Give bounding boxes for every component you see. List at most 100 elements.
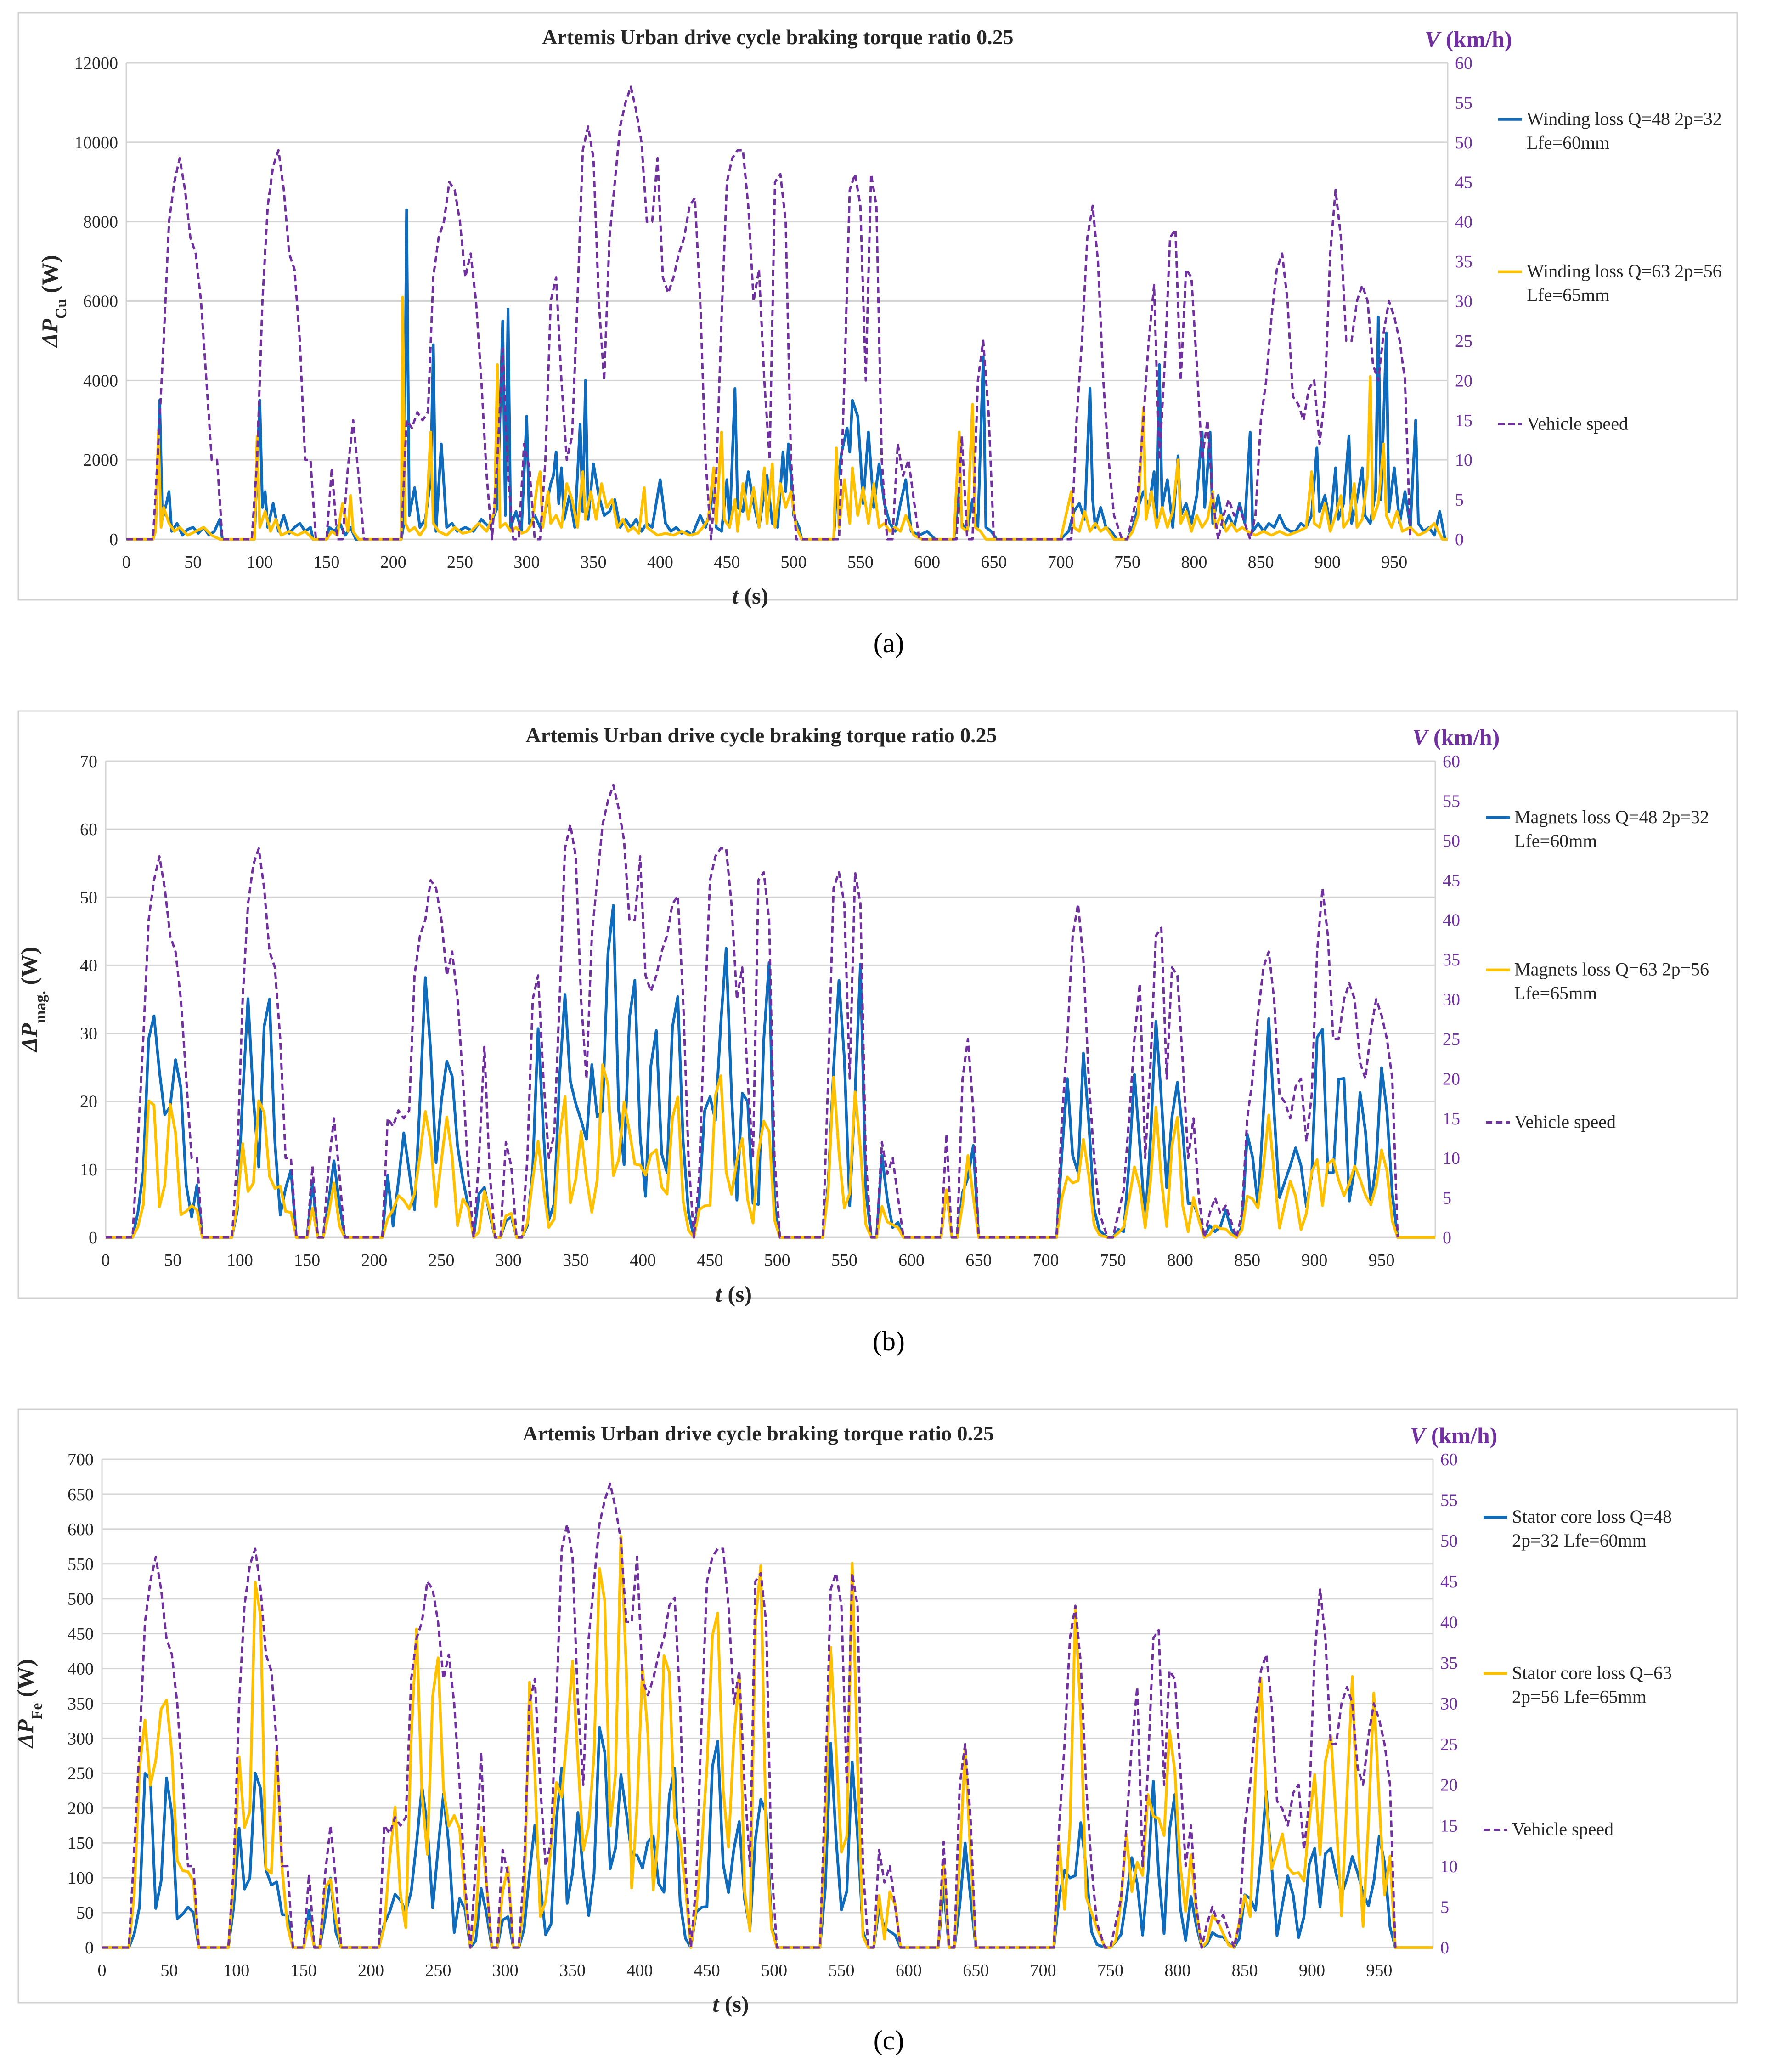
legend-label: Stator core loss Q=63 [1512,1662,1672,1683]
chart-frame [17,710,1738,1299]
y-tick-label: 700 [68,1450,94,1469]
y-tick-label: 30 [80,1024,97,1044]
x-tick-label: 50 [164,1251,181,1270]
legend-label: Stator core loss Q=48 [1512,1506,1672,1527]
x-tick-label: 850 [1232,1961,1258,1980]
y2-tick-label: 5 [1440,1897,1449,1917]
x-tick-label: 700 [1032,1251,1059,1270]
y2-tick-label: 5 [1443,1189,1451,1208]
x-tick-label: 50 [160,1961,178,1980]
x-tick-label: 800 [1181,553,1207,572]
y-tick-label: 0 [85,1938,94,1958]
x-tick-label: 50 [184,553,202,572]
y2-tick-label: 10 [1455,451,1472,470]
chart-title: Artemis Urban drive cycle braking torque… [525,723,997,747]
y2-tick-label: 20 [1455,371,1472,390]
legend-label: Lfe=65mm [1514,983,1597,1004]
y2-tick-label: 0 [1443,1228,1451,1248]
y2-tick-label: 45 [1443,871,1460,890]
legend-label: Lfe=60mm [1514,830,1597,851]
y2-tick-label: 60 [1440,1450,1458,1469]
x-tick-label: 700 [1030,1961,1056,1980]
legend-label: Lfe=60mm [1527,132,1609,153]
y2-tick-label: 0 [1440,1938,1449,1958]
y-tick-label: 0 [109,530,118,549]
y2-tick-label: 30 [1443,990,1460,1010]
x-tick-label: 350 [563,1251,589,1270]
y2-tick-label: 45 [1455,173,1472,192]
y2-tick-label: 25 [1440,1735,1458,1754]
y-tick-label: 12000 [74,54,118,73]
y2-tick-label: 30 [1455,292,1472,311]
y-tick-label: 8000 [83,213,118,232]
x-tick-label: 150 [294,1251,320,1270]
x-tick-label: 300 [496,1251,522,1270]
y2-tick-label: 50 [1440,1531,1458,1551]
y2-tick-label: 50 [1455,133,1472,152]
panel-caption: (b) [873,1326,905,1356]
x-tick-label: 900 [1299,1961,1325,1980]
x-tick-label: 250 [425,1961,451,1980]
y2-tick-label: 35 [1440,1654,1458,1673]
x-tick-label: 450 [697,1251,723,1270]
x-axis-label: t (s) [732,583,768,609]
legend-label: Vehicle speed [1527,413,1628,434]
y-tick-label: 200 [68,1799,94,1818]
y-tick-label: 350 [68,1694,94,1714]
x-tick-label: 100 [223,1961,249,1980]
x-tick-label: 300 [513,553,540,572]
x-tick-label: 950 [1369,1251,1395,1270]
y2-tick-label: 40 [1443,911,1460,930]
x-tick-label: 0 [122,553,131,572]
y2-tick-label: 60 [1443,752,1460,771]
y2-tick-label: 40 [1440,1613,1458,1632]
y-tick-label: 400 [68,1660,94,1679]
x-tick-label: 250 [429,1251,455,1270]
legend-label: Magnets loss Q=48 2p=32 [1514,807,1709,827]
x-tick-label: 600 [896,1961,922,1980]
y-tick-label: 50 [76,1903,94,1923]
x-tick-label: 550 [829,1961,855,1980]
x-tick-label: 300 [492,1961,519,1980]
x-tick-label: 350 [559,1961,586,1980]
y-tick-label: 10000 [74,133,118,152]
x-tick-label: 650 [963,1961,989,1980]
y-tick-label: 300 [68,1729,94,1748]
y-tick-label: 550 [68,1555,94,1574]
chart-frame [17,12,1738,601]
series-line-q48 [106,904,1435,1239]
panel-c-chart: 0501001502002503003504004505005506006507… [12,1408,1738,2055]
y2-tick-label: 50 [1443,831,1460,851]
y2-tick-label: 55 [1440,1491,1458,1510]
series-line-q63 [106,1063,1435,1239]
legend-label: Magnets loss Q=63 2p=56 [1514,959,1709,980]
x-tick-label: 500 [761,1961,787,1980]
y-tick-label: 20 [80,1092,97,1112]
x-tick-label: 800 [1167,1251,1193,1270]
series-line-q48 [126,208,1448,541]
x-tick-label: 700 [1048,553,1074,572]
y2-tick-label: 30 [1440,1694,1458,1714]
series-line-vehicle-speed [126,85,1412,541]
legend-label: Lfe=65mm [1527,285,1609,305]
x-tick-label: 200 [358,1961,384,1980]
panel-b-figure: 0 10 20 30 40 50 60 70 0 5 10 15 20 25 30 35 40 45 50 55 60 0… [0,698,1777,1378]
y-axis-label: ΔPCu (W) [37,255,70,348]
x-tick-label: 500 [781,553,807,572]
panel-a-figure: 0 2000 4000 6000 8000 10000 12000 0 5 10 15 20 25 30 3… [0,0,1777,680]
x-tick-label: 200 [361,1251,387,1270]
y-tick-label: 50 [80,888,97,907]
y-tick-label: 10 [80,1160,97,1180]
y-tick-label: 600 [68,1520,94,1539]
y2-tick-label: 35 [1455,252,1472,271]
legend-label: 2p=32 Lfe=60mm [1512,1530,1647,1551]
y-tick-label: 450 [68,1625,94,1644]
y-tick-label: 40 [80,956,97,975]
x-tick-label: 550 [831,1251,857,1270]
y2-tick-label: 25 [1443,1030,1460,1049]
x-tick-label: 200 [380,553,406,572]
x-tick-label: 550 [847,553,874,572]
x-tick-label: 350 [581,553,607,572]
x-tick-label: 950 [1366,1961,1392,1980]
x-tick-label: 150 [291,1961,317,1980]
